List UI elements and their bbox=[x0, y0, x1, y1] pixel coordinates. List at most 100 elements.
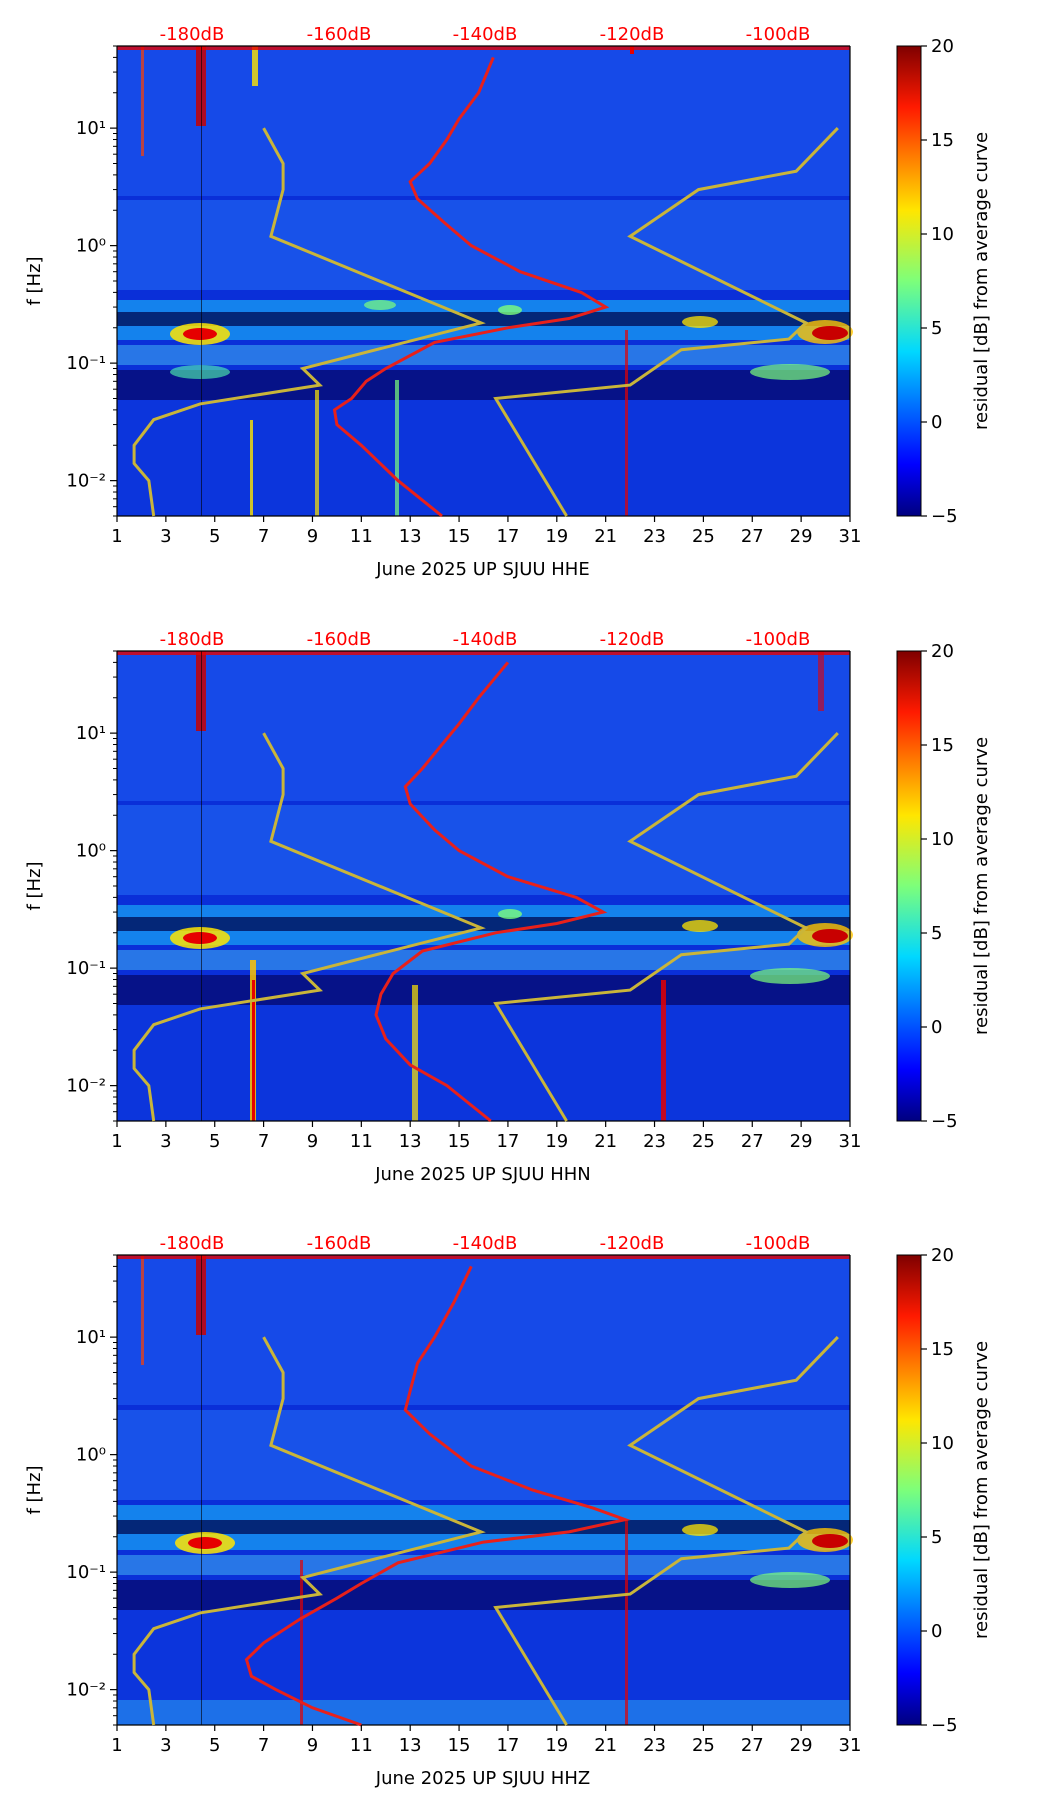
db-axis-label: -140dB bbox=[453, 629, 518, 650]
colorbar-tick-label: 5 bbox=[931, 1527, 942, 1548]
x-tick-label: 21 bbox=[594, 1131, 617, 1152]
x-axis: 1 3 5 7 9 11 13 15 17 19 21 23 25 27 29 31 bbox=[111, 1121, 861, 1152]
colorbar: 20 15 10 5 0 −5 residual [dB] from average cu… bbox=[896, 641, 992, 1132]
x-tick-label: 21 bbox=[594, 1735, 617, 1756]
x-tick-label: 31 bbox=[839, 1131, 862, 1152]
colorbar-tick-label: −5 bbox=[931, 506, 958, 527]
x-tick-label: 29 bbox=[790, 1735, 813, 1756]
y-tick-label: 10⁰ bbox=[76, 236, 106, 257]
x-tick-label: 3 bbox=[160, 1131, 171, 1152]
x-tick-label: 11 bbox=[350, 526, 373, 547]
x-tick-label: 11 bbox=[350, 1131, 373, 1152]
x-tick-label: 15 bbox=[448, 1735, 471, 1756]
db-axis-label: -100dB bbox=[746, 629, 811, 650]
y-tick-label: 10¹ bbox=[76, 1327, 106, 1348]
x-tick-label: 15 bbox=[448, 1131, 471, 1152]
x-tick-label: 1 bbox=[111, 1735, 122, 1756]
y-tick-label: 10⁻² bbox=[66, 1076, 106, 1097]
x-tick-label: 21 bbox=[594, 526, 617, 547]
x-tick-label: 27 bbox=[741, 1735, 764, 1756]
colorbar-label: residual [dB] from average curve bbox=[971, 737, 992, 1035]
x-tick-label: 23 bbox=[643, 1735, 666, 1756]
x-tick-label: 11 bbox=[350, 1735, 373, 1756]
db-axis-label: -160dB bbox=[307, 629, 372, 650]
x-tick-label: 3 bbox=[160, 526, 171, 547]
x-tick-label: 5 bbox=[209, 1131, 220, 1152]
db-axis-label: -180dB bbox=[160, 629, 225, 650]
colorbar-tick-label: 5 bbox=[931, 318, 942, 339]
noise-model-high-line bbox=[493, 1336, 839, 1726]
x-tick-label: 1 bbox=[111, 526, 122, 547]
x-tick-label: 19 bbox=[545, 1735, 568, 1756]
x-tick-label: 27 bbox=[741, 1131, 764, 1152]
x-tick-label: 9 bbox=[307, 1735, 318, 1756]
x-tick-label: 3 bbox=[160, 1735, 171, 1756]
median-psd-curve bbox=[244, 1265, 631, 1727]
colorbar-tick-label: 20 bbox=[931, 641, 954, 662]
colorbar-tick-label: 0 bbox=[931, 1621, 942, 1642]
colorbar: 20 15 10 5 0 −5 residual [dB] from average cu… bbox=[896, 1245, 992, 1736]
x-tick-label: 17 bbox=[496, 1131, 519, 1152]
colorbar-tick-label: 15 bbox=[931, 1339, 954, 1360]
x-axis-title: June 2025 UP SJUU HHN bbox=[374, 1164, 591, 1185]
y-axis-title: f [Hz] bbox=[24, 861, 45, 910]
y-axis-title: f [Hz] bbox=[24, 1465, 45, 1514]
x-axis-title: June 2025 UP SJUU HHE bbox=[375, 559, 589, 580]
y-tick-label: 10⁰ bbox=[76, 841, 106, 862]
y-tick-label: 10⁻² bbox=[66, 471, 106, 492]
y-tick-label: 10⁻¹ bbox=[66, 353, 106, 374]
db-axis-label: -100dB bbox=[746, 1233, 811, 1254]
y-axis: 10⁻² 10⁻¹ 10⁰ 10¹ bbox=[66, 1254, 117, 1726]
db-axis-label: -160dB bbox=[307, 24, 372, 45]
db-axis-label: -120dB bbox=[600, 1233, 665, 1254]
spectrogram-panel-hhe: -180dB -160dB -140dB -120dB -100dB 1 3 5 7 9 11 13… bbox=[24, 24, 992, 580]
x-tick-label: 25 bbox=[692, 526, 715, 547]
y-tick-label: 10⁻² bbox=[66, 1680, 106, 1701]
x-tick-label: 19 bbox=[545, 526, 568, 547]
x-axis: 1 3 5 7 9 11 13 15 17 19 21 23 25 27 29 31 bbox=[111, 516, 861, 547]
y-axis-title: f [Hz] bbox=[24, 256, 45, 305]
y-axis: 10⁻² 10⁻¹ 10⁰ 10¹ bbox=[66, 650, 117, 1122]
x-tick-label: 7 bbox=[258, 1131, 269, 1152]
x-tick-label: 23 bbox=[643, 1131, 666, 1152]
colorbar-tick-label: 5 bbox=[931, 923, 942, 944]
noise-model-low-line bbox=[132, 1336, 486, 1726]
x-tick-label: 13 bbox=[399, 1131, 422, 1152]
y-tick-label: 10¹ bbox=[76, 118, 106, 139]
db-axis-label: -100dB bbox=[746, 24, 811, 45]
median-psd-curve bbox=[374, 661, 608, 1123]
x-tick-label: 15 bbox=[448, 526, 471, 547]
x-tick-label: 19 bbox=[545, 1131, 568, 1152]
colorbar-tick-label: 10 bbox=[931, 224, 954, 245]
noise-model-high-line bbox=[493, 127, 839, 517]
db-axis-label: -160dB bbox=[307, 1233, 372, 1254]
colorbar: 20 15 10 5 0 −5 residual [dB] from average cu… bbox=[896, 36, 992, 527]
db-axis-label: -140dB bbox=[453, 24, 518, 45]
db-axis-label: -120dB bbox=[600, 24, 665, 45]
y-tick-label: 10¹ bbox=[76, 723, 106, 744]
x-tick-label: 9 bbox=[307, 1131, 318, 1152]
colorbar-ticks: 20 15 10 5 0 −5 bbox=[921, 641, 958, 1132]
colorbar-tick-label: 15 bbox=[931, 735, 954, 756]
x-tick-label: 27 bbox=[741, 526, 764, 547]
db-top-axis: -180dB -160dB -140dB -120dB -100dB bbox=[160, 24, 811, 45]
x-tick-label: 13 bbox=[399, 1735, 422, 1756]
colorbar-label: residual [dB] from average curve bbox=[971, 132, 992, 430]
x-axis-title: June 2025 UP SJUU HHZ bbox=[375, 1768, 590, 1789]
x-tick-label: 17 bbox=[496, 526, 519, 547]
x-tick-label: 29 bbox=[790, 526, 813, 547]
colorbar-tick-label: 20 bbox=[931, 36, 954, 57]
colorbar-ticks: 20 15 10 5 0 −5 bbox=[921, 1245, 958, 1736]
x-tick-label: 7 bbox=[258, 526, 269, 547]
spectrogram-heatmap bbox=[117, 1255, 853, 1725]
noise-model-high-line bbox=[493, 732, 839, 1122]
spectrogram-heatmap bbox=[117, 651, 853, 1121]
db-axis-label: -180dB bbox=[160, 24, 225, 45]
colorbar-tick-label: −5 bbox=[931, 1715, 958, 1736]
x-tick-label: 29 bbox=[790, 1131, 813, 1152]
spectrogram-panel-hhn: -180dB -160dB -140dB -120dB -100dB 1 3 5 7 9 11 13… bbox=[24, 629, 992, 1185]
x-tick-label: 31 bbox=[839, 526, 862, 547]
x-tick-label: 25 bbox=[692, 1735, 715, 1756]
x-tick-label: 31 bbox=[839, 1735, 862, 1756]
